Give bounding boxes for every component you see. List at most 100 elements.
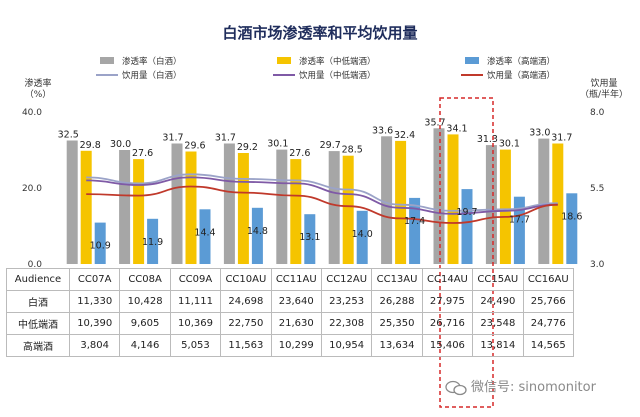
data-label-baijiu-cc12au: 29.7 xyxy=(320,140,341,151)
data-label-high-end-cc12au: 14.0 xyxy=(352,229,373,240)
table-header-cell: CC14AU xyxy=(421,268,474,291)
table-header-label: Audience xyxy=(6,268,70,291)
table-header-cell: CC07A xyxy=(68,268,121,291)
data-label-baijiu-cc13au: 33.6 xyxy=(372,125,393,136)
line-mid-low xyxy=(86,176,558,215)
data-label-high-end-cc10au: 14.8 xyxy=(247,226,268,237)
data-label-mid-low-cc09a: 29.6 xyxy=(184,141,205,152)
y-right-label-line1: 饮用量 xyxy=(590,77,617,89)
data-label-baijiu-cc16au: 33.0 xyxy=(529,128,550,139)
data-label-mid-low-cc11au: 27.6 xyxy=(289,148,310,159)
table-header-row: Audience CC07A CC08A CC09A CC10AU CC11AU CC12A… xyxy=(6,268,575,291)
table-row: 中低端酒 10,390 9,605 10,369 22,750 21,630 22,308 2… xyxy=(6,312,575,335)
bar-baijiu-cc12au xyxy=(328,151,340,264)
bar-high-end-cc10au xyxy=(251,207,263,264)
table-row-label: 白酒 xyxy=(6,290,70,313)
data-label-baijiu-cc15au: 31.3 xyxy=(477,134,498,145)
table-cell: 23,640 xyxy=(270,290,322,313)
table-cell: 27,975 xyxy=(421,290,474,313)
bar-baijiu-cc15au xyxy=(485,145,497,264)
data-label-baijiu-cc09a: 31.7 xyxy=(162,133,183,144)
data-label-high-end-cc11au: 13.1 xyxy=(299,232,320,243)
table-cell: 11,563 xyxy=(220,334,272,357)
table-header-cell: CC12AU xyxy=(320,268,373,291)
bar-baijiu-cc10au xyxy=(223,143,235,264)
bar-mid-low-cc15au xyxy=(499,149,511,264)
data-label-mid-low-cc07a: 29.8 xyxy=(80,140,101,151)
bar-mid-low-cc13au xyxy=(395,140,407,264)
legend-swatch-1 xyxy=(277,57,291,64)
table-cell: 10,369 xyxy=(169,312,222,335)
data-label-baijiu-cc14au: 35.7 xyxy=(424,117,445,128)
table-header-cell: CC16AU xyxy=(522,268,575,291)
table-cell: 3,804 xyxy=(68,334,121,357)
table-cell: 26,288 xyxy=(371,290,423,313)
y-left-label-line2: （%） xyxy=(25,89,52,100)
y-left-tick-20: 20.0 xyxy=(22,184,42,194)
bar-high-end-cc16au xyxy=(566,193,578,264)
table-cell: 5,053 xyxy=(169,334,222,357)
watermark-text: 微信号: sinomonitor xyxy=(471,380,596,395)
data-label-baijiu-cc10au: 31.7 xyxy=(215,133,236,144)
y-left-tick-0: 0.0 xyxy=(28,260,43,270)
y-right-label-line2: （瓶/半年） xyxy=(580,88,628,100)
lines-group xyxy=(86,173,558,224)
data-label-high-end-cc14au: 19.7 xyxy=(456,207,477,218)
table-cell: 9,605 xyxy=(119,312,171,335)
table-cell: 22,308 xyxy=(320,312,373,335)
data-label-baijiu-cc07a: 32.5 xyxy=(58,130,79,141)
bar-high-end-cc14au xyxy=(461,189,473,264)
legend-swatch-2 xyxy=(465,57,479,64)
bar-high-end-cc12au xyxy=(356,210,368,264)
bar-baijiu-cc13au xyxy=(381,136,393,264)
table-cell: 22,750 xyxy=(220,312,272,335)
bar-high-end-cc13au xyxy=(409,197,421,264)
legend-label-2: 渗透率（高端酒） xyxy=(487,56,555,67)
data-label-mid-low-cc08a: 27.6 xyxy=(132,148,153,159)
bar-baijiu-cc14au xyxy=(433,128,445,264)
table-header-cell: CC10AU xyxy=(220,268,272,291)
bar-mid-low-cc12au xyxy=(342,155,354,264)
table-cell: 25,350 xyxy=(371,312,423,335)
legend-label-4: 饮用量（中低端酒） xyxy=(299,70,376,81)
table-row: 白酒 11,330 10,428 11,111 24,698 23,640 23,253 26… xyxy=(6,290,575,313)
data-label-high-end-cc16au: 18.6 xyxy=(561,211,582,222)
data-label-mid-low-cc10au: 29.2 xyxy=(237,142,258,153)
table-header-cell: CC08A xyxy=(119,268,171,291)
table-row-label: 中低端酒 xyxy=(6,312,70,335)
data-label-baijiu-cc08a: 30.0 xyxy=(110,139,131,150)
y-left-tick-40: 40.0 xyxy=(22,108,42,118)
bar-mid-low-cc10au xyxy=(237,153,249,264)
table-cell: 26,716 xyxy=(421,312,474,335)
data-labels-group: 32.5 30.0 31.7 31.7 30.1 29.7 33.6 35.7 31.3 33.0… xyxy=(58,117,583,251)
data-label-high-end-cc15au: 17.7 xyxy=(509,215,530,226)
y-right-tick-3: 3.0 xyxy=(590,260,605,270)
table-cell: 10,299 xyxy=(270,334,322,357)
y-right-tick-5-5: 5.5 xyxy=(590,184,604,194)
bar-mid-low-cc11au xyxy=(290,159,302,264)
table-cell: 13,634 xyxy=(371,334,423,357)
bar-baijiu-cc11au xyxy=(276,149,288,264)
legend-label-0: 渗透率（白酒） xyxy=(122,56,182,67)
legend-label-3: 饮用量（白酒） xyxy=(122,70,182,81)
bar-high-end-cc09a xyxy=(199,209,211,264)
bar-baijiu-cc09a xyxy=(171,143,183,264)
data-label-high-end-cc13au: 17.4 xyxy=(404,216,425,227)
legend: 渗透率（白酒） 渗透率（中低端酒） 渗透率（高端酒） 饮用量（白酒） 饮用量（中低端酒）… xyxy=(96,56,555,81)
data-label-baijiu-cc11au: 30.1 xyxy=(267,139,288,150)
bar-mid-low-cc09a xyxy=(185,151,197,264)
y-right-tick-8: 8.0 xyxy=(590,108,605,118)
table-cell: 21,630 xyxy=(270,312,322,335)
bar-high-end-cc07a xyxy=(94,222,106,264)
data-label-high-end-cc07a: 10.9 xyxy=(90,241,111,252)
bar-high-end-cc15au xyxy=(513,196,525,264)
table-cell: 24,776 xyxy=(522,312,575,335)
audience-table: Audience CC07A CC08A CC09A CC10AU CC11AU CC12A… xyxy=(6,268,575,357)
table-header-cell: CC15AU xyxy=(472,268,524,291)
table-header-cell: CC13AU xyxy=(371,268,423,291)
y-left-label-line1: 渗透率 xyxy=(24,77,51,89)
bar-high-end-cc11au xyxy=(304,214,316,264)
bar-high-end-cc08a xyxy=(147,218,159,264)
table-cell: 10,390 xyxy=(68,312,121,335)
bar-baijiu-cc08a xyxy=(119,150,131,264)
